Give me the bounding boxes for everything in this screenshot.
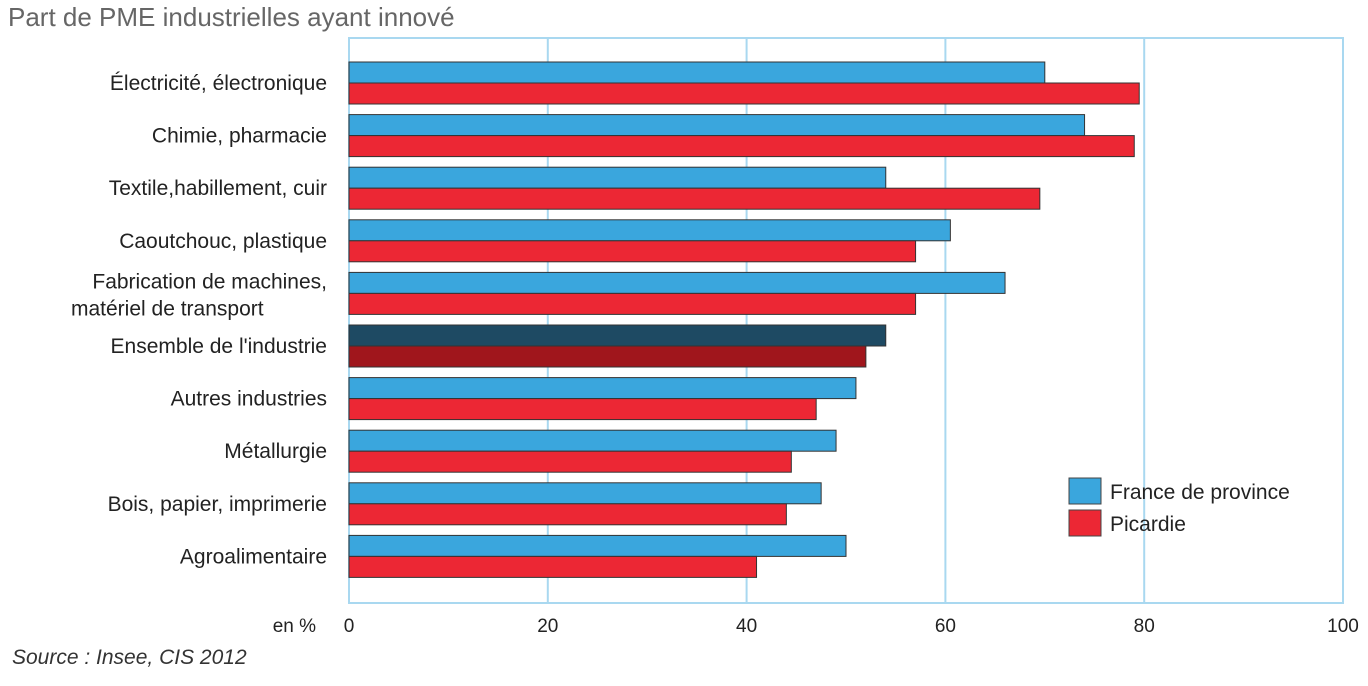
source-note: Source : Insee, CIS 2012: [12, 646, 247, 669]
bar-france-6: [348, 377, 857, 400]
category-label-6: Autres industries: [171, 388, 327, 411]
bar-picardie-0: [348, 82, 1140, 105]
category-label-8: Bois, papier, imprimerie: [108, 493, 327, 516]
category-label-1: Chimie, pharmacie: [152, 125, 327, 148]
bar-picardie-9: [348, 555, 758, 578]
legend-swatch-france: [1068, 477, 1102, 505]
category-label-4-line-1: matériel de transport: [71, 297, 264, 320]
x-tick-label-100: 100: [1327, 616, 1359, 637]
category-labels: Électricité, électronique Chimie, pharmac…: [71, 72, 327, 568]
bar-picardie-3: [348, 240, 917, 263]
x-axis-label: en %: [273, 616, 316, 637]
x-tick-label-60: 60: [935, 616, 956, 637]
x-tick-label-40: 40: [736, 616, 757, 637]
bar-picardie-5: [348, 345, 867, 368]
bar-france-0: [348, 61, 1046, 84]
chart-title: Part de PME industrielles ayant innové: [8, 2, 455, 32]
bar-france-5: [348, 324, 887, 347]
bar-france-3: [348, 219, 951, 242]
bar-picardie-4: [348, 292, 917, 315]
category-label-4-line-0: Fabrication de machines,: [92, 270, 327, 293]
bar-france-1: [348, 114, 1086, 137]
category-label-0: Électricité, électronique: [110, 72, 327, 95]
legend-label-france: France de province: [1110, 481, 1290, 504]
bar-france-2: [348, 166, 887, 189]
category-label-3: Caoutchouc, plastique: [119, 230, 327, 253]
bar-picardie-1: [348, 135, 1135, 158]
bar-france-7: [348, 429, 837, 452]
bar-picardie-6: [348, 398, 817, 421]
bar-france-8: [348, 482, 822, 505]
bar-france-4: [348, 271, 1006, 294]
category-label-9: Agroalimentaire: [180, 545, 327, 568]
category-label-7: Métallurgie: [224, 440, 327, 463]
bars-layer: [348, 61, 1140, 578]
legend-label-picardie: Picardie: [1110, 513, 1186, 536]
bar-france-9: [348, 534, 847, 557]
x-tick-label-20: 20: [537, 616, 558, 637]
bar-picardie-7: [348, 450, 792, 473]
legend: France de province Picardie: [1068, 477, 1290, 537]
category-label-5: Ensemble de l'industrie: [111, 335, 327, 358]
bar-picardie-2: [348, 187, 1041, 210]
x-tick-label-0: 0: [344, 616, 355, 637]
category-label-2: Textile,habillement, cuir: [109, 177, 327, 200]
x-axis-ticks: 0 20 40 60 80 100: [344, 616, 1359, 637]
bar-picardie-8: [348, 503, 787, 526]
legend-swatch-picardie: [1068, 509, 1102, 537]
x-tick-label-80: 80: [1134, 616, 1155, 637]
